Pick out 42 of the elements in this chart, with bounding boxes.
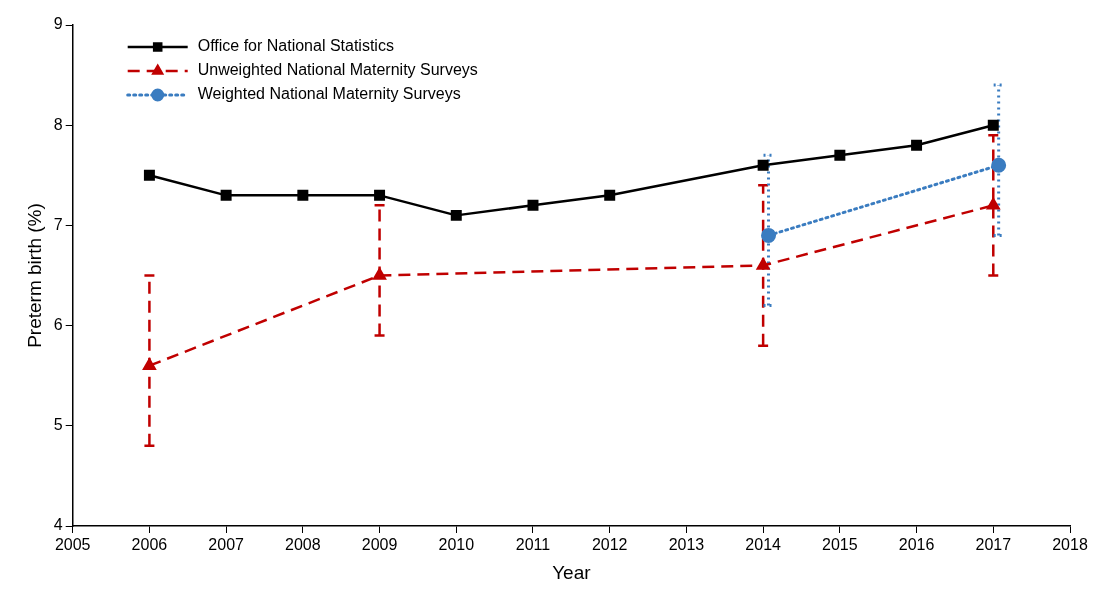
point — [757, 159, 769, 171]
point — [373, 268, 387, 280]
point — [911, 139, 923, 151]
point — [604, 189, 616, 201]
legend-label: Unweighted National Maternity Surveys — [197, 61, 478, 79]
point — [756, 258, 770, 270]
x-tick-label: 2007 — [208, 536, 245, 554]
x-tick-label: 2010 — [438, 536, 475, 554]
point — [142, 358, 156, 370]
x-tick-label: 2016 — [898, 536, 935, 554]
point — [761, 227, 777, 243]
x-tick-label: 2014 — [745, 536, 782, 554]
point — [991, 157, 1007, 173]
y-tick-label: 6 — [53, 316, 63, 334]
point — [987, 119, 999, 131]
point — [527, 199, 539, 211]
point — [297, 189, 309, 201]
y-tick-label: 9 — [53, 15, 63, 33]
x-tick-label: 2017 — [975, 536, 1012, 554]
point — [450, 209, 462, 221]
x-tick-label: 2018 — [1052, 536, 1088, 554]
legend-label: Weighted National Maternity Surveys — [197, 85, 461, 103]
point — [986, 198, 1000, 210]
x-tick-label: 2011 — [515, 536, 551, 554]
point — [220, 189, 232, 201]
x-tick-label: 2009 — [361, 536, 398, 554]
x-tick-label: 2005 — [54, 536, 91, 554]
point — [834, 149, 846, 161]
x-tick-label: 2015 — [822, 536, 858, 554]
point — [374, 189, 386, 201]
y-tick-label: 8 — [53, 115, 63, 133]
x-tick-label: 2012 — [591, 536, 628, 554]
y-axis-title: Preterm birth (%) — [23, 203, 45, 348]
y-tick-label: 7 — [53, 215, 63, 233]
x-tick-label: 2008 — [285, 536, 321, 554]
y-tick-label: 4 — [53, 516, 63, 534]
legend-label: Office for National Statistics — [197, 37, 394, 55]
y-tick-label: 5 — [53, 416, 63, 434]
x-axis-title: Year — [552, 561, 592, 583]
x-tick-label: 2006 — [131, 536, 168, 554]
point — [143, 169, 155, 181]
x-tick-label: 2013 — [668, 536, 705, 554]
